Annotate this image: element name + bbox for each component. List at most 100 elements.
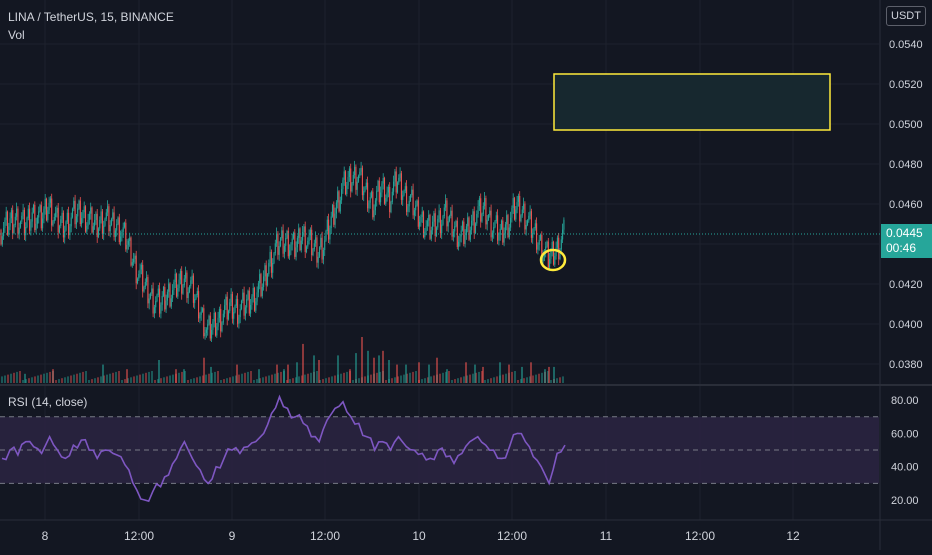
candle-body — [317, 256, 319, 263]
volume-bar — [505, 373, 507, 383]
volume-bar — [19, 371, 21, 383]
candle-body — [428, 214, 430, 221]
time-tick-label: 12:00 — [497, 529, 527, 543]
candle-body — [38, 211, 40, 218]
candle-body — [240, 300, 243, 310]
volume-bar — [148, 371, 150, 383]
candle-body — [268, 263, 270, 275]
volume-bar — [451, 380, 453, 383]
candle-body — [97, 228, 100, 237]
candle-body — [126, 244, 128, 250]
candle-body — [394, 171, 396, 182]
candle-body — [253, 287, 256, 311]
candle-body — [5, 211, 7, 220]
volume-bar — [61, 378, 63, 383]
candle-body — [201, 308, 204, 312]
candle-body — [247, 290, 249, 300]
candle-body — [29, 208, 31, 231]
volume-bar — [102, 364, 104, 383]
candle-body — [19, 221, 22, 228]
volume-bar — [396, 364, 398, 383]
candle-body — [395, 171, 397, 193]
volume-bar — [28, 378, 30, 383]
price-tick-label: 0.0380 — [889, 359, 923, 371]
candle-body — [64, 230, 66, 238]
candle-body — [74, 200, 76, 225]
volume-legend[interactable]: Vol — [8, 28, 25, 42]
symbol-legend[interactable]: LINA / TetherUS, 15, BINANCE — [8, 10, 174, 24]
candle-body — [443, 207, 445, 217]
candle-body — [162, 287, 165, 296]
volume-bar — [331, 376, 333, 383]
volume-bar — [13, 372, 15, 383]
candle-body — [541, 234, 543, 262]
volume-bar — [433, 375, 435, 383]
candle-body — [250, 304, 252, 314]
candle-body — [286, 230, 288, 238]
quote-currency-badge[interactable]: USDT — [886, 6, 926, 26]
candle-body — [500, 220, 503, 229]
volume-bar — [247, 371, 249, 383]
candle-body — [27, 208, 29, 218]
candle-body — [433, 213, 435, 222]
candle-body — [214, 312, 217, 336]
volume-bar — [530, 362, 532, 383]
rsi-legend[interactable]: RSI (14, close) — [8, 395, 88, 409]
volume-bar — [307, 373, 309, 383]
candle-body — [337, 191, 339, 203]
candle-body — [78, 200, 80, 209]
candle-body — [82, 212, 84, 219]
annotation-ellipse[interactable] — [539, 248, 567, 272]
candle-body — [370, 191, 373, 198]
candle-body — [147, 277, 149, 304]
candle-body — [335, 202, 337, 214]
volume-bar — [115, 371, 117, 383]
volume-bar — [22, 380, 24, 383]
volume-bar — [521, 366, 523, 383]
candle-body — [175, 273, 178, 297]
candle-body — [62, 212, 64, 238]
volume-bar — [403, 374, 405, 383]
candle-body — [539, 234, 542, 240]
candle-body — [521, 209, 523, 216]
volume-bar — [112, 372, 114, 383]
candle-body — [338, 191, 340, 212]
candle-body — [113, 212, 115, 238]
volume-bar — [346, 371, 348, 383]
candle-body — [407, 206, 409, 212]
volume-bar — [4, 375, 6, 383]
volume-bar — [405, 364, 407, 383]
candle-body — [359, 171, 361, 176]
candle-body — [213, 312, 215, 322]
candle-body — [398, 177, 400, 183]
candle-body — [484, 198, 486, 206]
candle-body — [261, 286, 263, 297]
candle-body — [463, 221, 465, 244]
candle-body — [130, 237, 132, 266]
volume-bar — [16, 371, 18, 383]
candle-body — [560, 239, 562, 250]
volume-bar — [490, 378, 492, 383]
candle-body — [56, 207, 58, 213]
volume-bar — [199, 376, 201, 383]
volume-bar — [280, 371, 282, 383]
candle-body — [538, 239, 540, 245]
volume-bar — [388, 360, 390, 383]
candle-body — [259, 274, 261, 284]
volume-bar — [241, 373, 243, 383]
volume-bar — [484, 380, 486, 383]
candle-body — [459, 236, 461, 242]
volume-bar — [169, 375, 171, 383]
candle-body — [194, 298, 196, 303]
volume-bar — [52, 369, 54, 383]
candle-body — [448, 215, 451, 222]
candle-body — [12, 210, 14, 234]
candle-body — [536, 223, 538, 250]
candle-body — [291, 238, 293, 245]
candle-body — [342, 179, 344, 190]
candle-body — [413, 210, 415, 216]
volume-bar — [355, 353, 357, 383]
target-zone-rectangle[interactable] — [553, 73, 831, 131]
